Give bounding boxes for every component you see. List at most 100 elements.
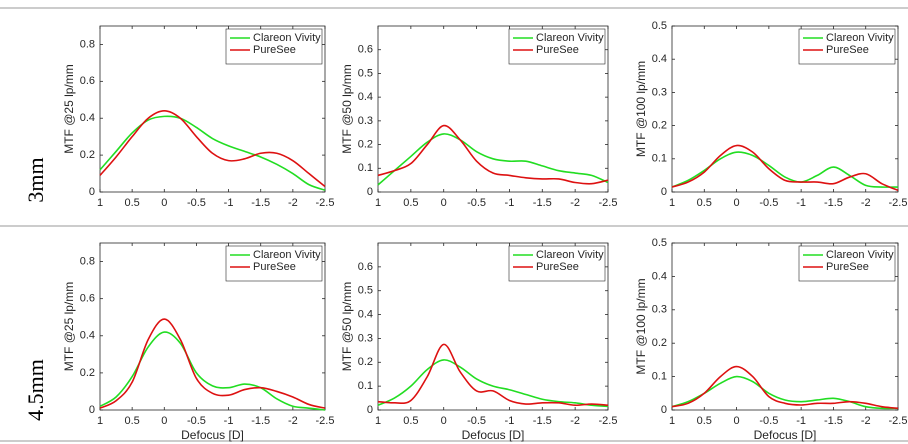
y-axis-label: MTF @25 lp/mm <box>62 64 76 154</box>
series-line <box>99 331 326 411</box>
y-tick-label: 0.2 <box>358 138 373 150</box>
row-label: 4.5mm <box>23 359 48 421</box>
y-tick-label: 0 <box>661 404 667 416</box>
y-tick-label: 0.2 <box>358 356 373 368</box>
legend-box <box>798 245 896 282</box>
y-tick-label: 0.1 <box>358 380 373 392</box>
x-tick-label: -0.5 <box>467 415 486 427</box>
x-tick-label: 0 <box>734 415 740 427</box>
y-tick-label: 0.5 <box>358 67 373 79</box>
x-tick-label: 1 <box>669 415 675 427</box>
legend-label: Clareon Vivity <box>826 32 894 44</box>
x-tick-label: 0.5 <box>124 197 139 209</box>
y-tick-label: 0.3 <box>358 332 373 344</box>
legend-label: Clareon Vivity <box>253 249 321 261</box>
y-tick-label: 0.1 <box>652 371 667 383</box>
legend-label: PureSee <box>536 261 579 273</box>
x-tick-label: 0.5 <box>403 197 418 209</box>
legend-box <box>508 245 606 282</box>
x-tick-label: -2 <box>861 415 871 427</box>
legend-label: PureSee <box>253 261 296 273</box>
series-line <box>99 318 326 409</box>
series-line <box>377 124 609 185</box>
y-tick-label: 0.6 <box>358 44 373 56</box>
y-tick-label: 0.8 <box>80 38 95 50</box>
y-tick-label: 0.5 <box>652 20 667 32</box>
y-tick-label: 0.3 <box>652 86 667 98</box>
y-tick-label: 0.4 <box>80 112 95 124</box>
y-tick-label: 0.6 <box>358 261 373 273</box>
y-tick-label: 0.2 <box>80 149 95 161</box>
x-axis-label: Defocus [D] <box>462 428 525 442</box>
x-tick-label: -1.5 <box>824 415 843 427</box>
legend-box <box>225 245 323 282</box>
x-tick-label: -0.5 <box>467 197 486 209</box>
x-tick-label: 0.5 <box>697 415 712 427</box>
y-tick-label: 0 <box>89 186 95 198</box>
legend-label: Clareon Vivity <box>536 32 604 44</box>
y-tick-label: 0.4 <box>80 330 95 342</box>
y-tick-label: 0.4 <box>652 53 667 65</box>
x-tick-label: -2.5 <box>316 197 335 209</box>
series-line <box>377 133 609 186</box>
x-tick-label: -1 <box>224 415 234 427</box>
y-tick-label: 0.3 <box>358 115 373 127</box>
y-tick-label: 0.5 <box>652 237 667 249</box>
legend-label: Clareon Vivity <box>826 249 894 261</box>
x-tick-label: 0.5 <box>124 415 139 427</box>
legend-box <box>508 28 606 65</box>
legend-label: PureSee <box>826 261 869 273</box>
x-tick-label: -2 <box>861 197 871 209</box>
y-tick-label: 0 <box>367 404 373 416</box>
series-line <box>671 375 899 410</box>
y-tick-label: 0.2 <box>652 120 667 132</box>
y-tick-label: 0 <box>89 404 95 416</box>
series-line <box>377 359 609 408</box>
y-axis-label: MTF @100 lp/mm <box>634 278 648 374</box>
x-tick-label: -1.5 <box>251 415 270 427</box>
legend-label: Clareon Vivity <box>536 249 604 261</box>
row-label: 3mm <box>23 157 48 202</box>
y-tick-label: 0.2 <box>80 367 95 379</box>
y-tick-label: 0.4 <box>652 270 667 282</box>
y-tick-label: 0.4 <box>358 91 373 103</box>
y-axis-label: MTF @50 lp/mm <box>340 282 354 372</box>
y-tick-label: 0.1 <box>652 153 667 165</box>
y-tick-label: 0.8 <box>80 255 95 267</box>
y-tick-label: 0.3 <box>652 304 667 316</box>
legend-label: Clareon Vivity <box>253 32 321 44</box>
x-tick-label: -2.5 <box>599 197 618 209</box>
x-tick-label: -1 <box>505 415 515 427</box>
x-tick-label: 0 <box>441 197 447 209</box>
y-axis-label: MTF @25 lp/mm <box>62 282 76 372</box>
x-tick-label: 1 <box>97 197 103 209</box>
y-tick-label: 0.2 <box>652 337 667 349</box>
series-line <box>99 110 326 188</box>
x-tick-label: -1 <box>505 197 515 209</box>
x-tick-label: -1.5 <box>533 197 552 209</box>
x-tick-label: -1 <box>224 197 234 209</box>
series-line <box>377 343 609 407</box>
x-tick-label: -2 <box>570 197 580 209</box>
x-tick-label: -1 <box>796 415 806 427</box>
y-tick-label: 0.5 <box>358 285 373 297</box>
x-tick-label: -0.5 <box>187 197 206 209</box>
x-tick-label: -2.5 <box>889 415 908 427</box>
x-tick-label: -0.5 <box>759 197 778 209</box>
x-tick-label: 1 <box>97 415 103 427</box>
y-axis-label: MTF @100 lp/mm <box>634 61 648 157</box>
x-tick-label: -1.5 <box>533 415 552 427</box>
series-line <box>671 365 899 410</box>
y-tick-label: 0.6 <box>80 75 95 87</box>
x-tick-label: 1 <box>669 197 675 209</box>
x-tick-label: 1 <box>375 415 381 427</box>
legend-box <box>798 28 896 65</box>
y-tick-label: 0.1 <box>358 162 373 174</box>
x-tick-label: -0.5 <box>759 415 778 427</box>
x-tick-label: -1 <box>796 197 806 209</box>
y-axis-label: MTF @50 lp/mm <box>340 64 354 154</box>
legend-label: PureSee <box>826 44 869 56</box>
x-tick-label: 0 <box>161 415 167 427</box>
series-line <box>671 144 899 192</box>
